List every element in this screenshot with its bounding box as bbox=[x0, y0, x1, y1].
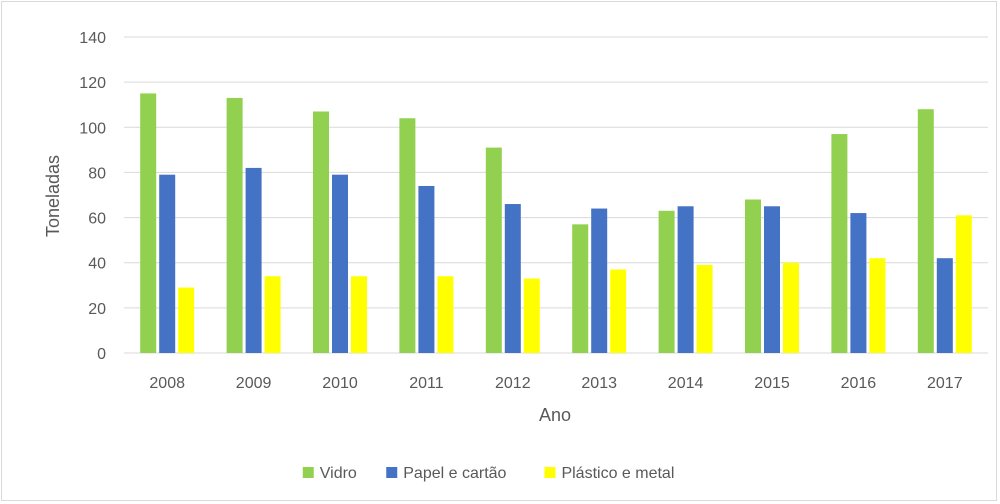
bar-papel-e-cart-o-2010 bbox=[332, 174, 348, 353]
bar-pl-stico-e-metal-2010 bbox=[351, 276, 367, 353]
bars bbox=[140, 93, 972, 353]
bar-papel-e-cart-o-2009 bbox=[245, 167, 262, 353]
bar-pl-stico-e-metal-2013 bbox=[610, 269, 627, 353]
bar-pl-stico-e-metal-2011 bbox=[437, 276, 454, 353]
x-axis-ticks: 2008 2009 2010 2011 2012 2013 2014 2015 2016 2017 bbox=[149, 375, 962, 392]
legend-swatch bbox=[544, 467, 556, 478]
y-tick-label: 140 bbox=[79, 30, 106, 47]
legend-label: Papel e cartão bbox=[403, 465, 506, 482]
bar-vidro-2016 bbox=[831, 134, 848, 353]
x-tick-label: 2017 bbox=[927, 375, 963, 392]
bar-papel-e-cart-o-2015 bbox=[764, 206, 780, 353]
bar-vidro-2015 bbox=[745, 199, 761, 353]
y-tick-label: 120 bbox=[79, 75, 106, 92]
bar-pl-stico-e-metal-2015 bbox=[783, 262, 799, 353]
bar-vidro-2013 bbox=[572, 224, 589, 353]
bar-papel-e-cart-o-2012 bbox=[504, 204, 521, 353]
x-tick-label: 2015 bbox=[754, 375, 790, 392]
x-tick-label: 2011 bbox=[409, 375, 444, 392]
x-tick-label: 2010 bbox=[322, 375, 358, 392]
bar-vidro-2009 bbox=[226, 97, 243, 353]
bar-vidro-2017 bbox=[917, 109, 934, 353]
y-axis-title: Toneladas bbox=[43, 155, 63, 237]
bar-pl-stico-e-metal-2016 bbox=[869, 258, 886, 353]
legend-swatch bbox=[302, 467, 314, 478]
x-tick-label: 2008 bbox=[149, 375, 185, 392]
y-tick-label: 80 bbox=[88, 165, 106, 182]
bar-pl-stico-e-metal-2014 bbox=[696, 264, 713, 353]
bar-vidro-2011 bbox=[399, 118, 416, 353]
bar-vidro-2010 bbox=[313, 111, 329, 353]
x-tick-label: 2016 bbox=[841, 375, 877, 392]
y-tick-label: 40 bbox=[88, 256, 106, 273]
bar-papel-e-cart-o-2014 bbox=[677, 206, 694, 353]
y-tick-label: 0 bbox=[97, 346, 106, 363]
bar-pl-stico-e-metal-2017 bbox=[955, 215, 972, 353]
bar-vidro-2014 bbox=[658, 210, 675, 353]
bar-papel-e-cart-o-2013 bbox=[591, 208, 608, 353]
bar-pl-stico-e-metal-2009 bbox=[264, 276, 281, 353]
legend-label: Vidro bbox=[320, 465, 357, 482]
bar-pl-stico-e-metal-2008 bbox=[178, 287, 195, 353]
y-tick-label: 100 bbox=[79, 120, 106, 137]
bar-papel-e-cart-o-2017 bbox=[936, 258, 953, 353]
x-tick-label: 2009 bbox=[236, 375, 272, 392]
bar-vidro-2012 bbox=[485, 147, 502, 353]
bar-papel-e-cart-o-2008 bbox=[159, 174, 176, 353]
y-tick-label: 20 bbox=[88, 301, 106, 318]
x-tick-label: 2013 bbox=[581, 375, 617, 392]
y-axis-ticks: 0 20 40 60 80 100 120 140 bbox=[79, 30, 106, 363]
x-axis-title: Ano bbox=[539, 405, 571, 425]
x-tick-label: 2014 bbox=[668, 375, 704, 392]
legend: Vidro Papel e cartão Plástico e metal bbox=[302, 465, 674, 482]
bar-papel-e-cart-o-2011 bbox=[418, 185, 435, 353]
legend-label: Plástico e metal bbox=[561, 465, 674, 482]
bar-vidro-2008 bbox=[140, 93, 157, 353]
x-tick-label: 2012 bbox=[495, 375, 531, 392]
bar-pl-stico-e-metal-2012 bbox=[523, 278, 540, 353]
y-tick-label: 60 bbox=[88, 211, 106, 228]
bar-papel-e-cart-o-2016 bbox=[850, 213, 867, 353]
legend-swatch bbox=[386, 467, 398, 478]
